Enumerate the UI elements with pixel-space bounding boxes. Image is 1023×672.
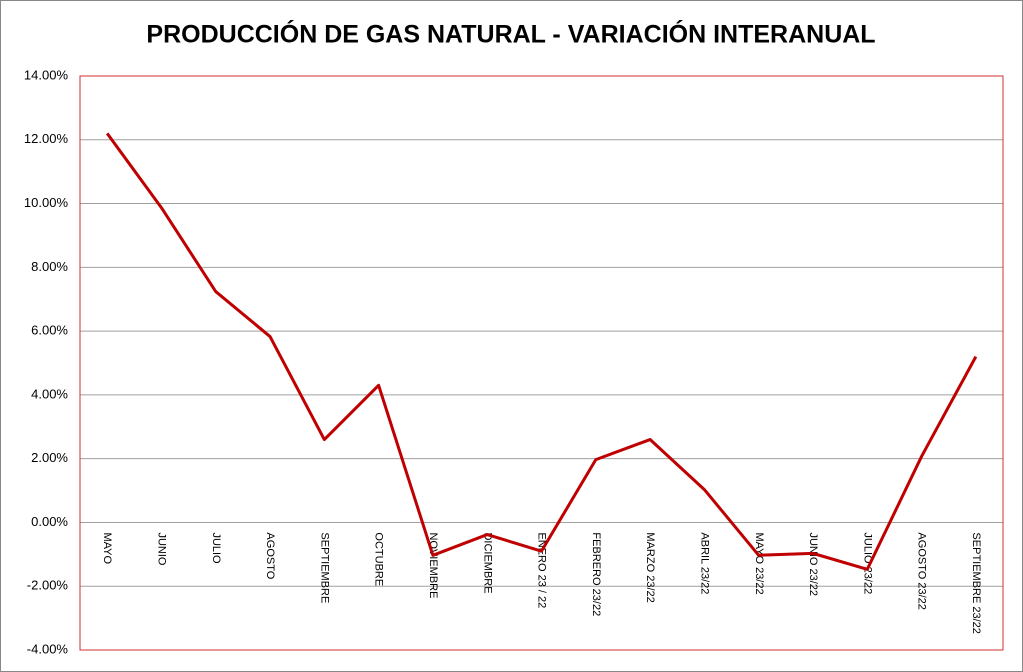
x-tick-label: ABRIL 23/22 — [698, 532, 710, 594]
x-tick-label: MAYO — [101, 532, 113, 564]
y-tick-label: 14.00% — [24, 67, 69, 82]
x-tick-label: JUNIO 23/22 — [807, 532, 819, 596]
y-tick-label: 12.00% — [24, 131, 69, 146]
x-tick-label: OCTUBRE — [373, 532, 385, 586]
y-tick-label: 4.00% — [31, 386, 68, 401]
y-tick-label: -4.00% — [27, 641, 69, 656]
data-line — [105, 132, 978, 571]
x-tick-label: DICIEMBRE — [481, 532, 493, 593]
y-tick-label: 6.00% — [31, 323, 68, 338]
x-tick-label: MAYO 23/22 — [753, 532, 765, 594]
y-tick-label: 10.00% — [24, 195, 69, 210]
y-tick-label: 8.00% — [31, 259, 68, 274]
y-tick-label: 0.00% — [31, 514, 68, 529]
x-tick-label: SEPTIEMBRE — [318, 532, 330, 603]
x-tick-label: JULIO — [210, 532, 222, 564]
x-tick-label: FEBRERO 23/22 — [590, 532, 602, 616]
x-tick-label: AGOSTO — [264, 532, 276, 579]
chart-title: PRODUCCIÓN DE GAS NATURAL - VARIACIÓN IN… — [146, 19, 875, 49]
x-tick-label: SEPTIEMBRE 23/22 — [970, 532, 982, 634]
y-tick-label: -2.00% — [27, 578, 69, 593]
x-tick-label: JUNIO — [156, 532, 168, 565]
plot-border — [79, 75, 1004, 651]
x-tick-label: MARZO 23/22 — [644, 532, 656, 602]
y-tick-label: 2.00% — [31, 450, 68, 465]
x-tick-label: AGOSTO 23/22 — [916, 532, 928, 609]
x-tick-label: JULIO 23/22 — [861, 532, 873, 594]
